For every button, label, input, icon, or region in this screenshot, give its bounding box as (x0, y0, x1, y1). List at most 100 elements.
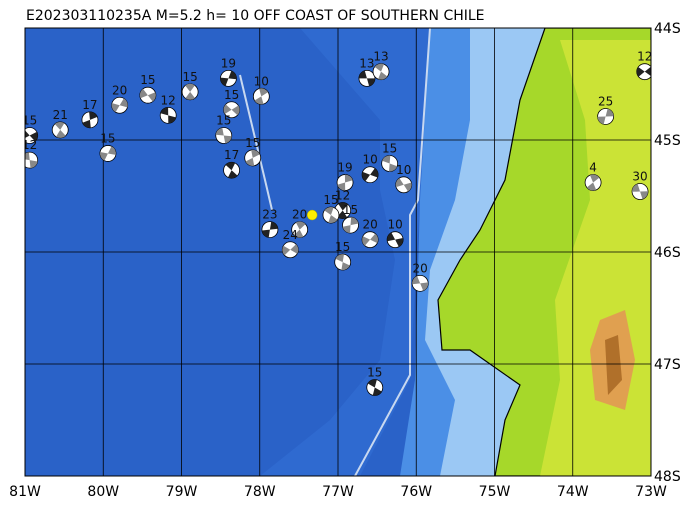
beachball-compression (367, 379, 382, 396)
depth-label: 24 (283, 228, 298, 242)
x-tick-label: 75W (479, 484, 511, 500)
focal-mechanism (139, 86, 157, 104)
beachball-compression (362, 233, 379, 246)
beachball-compression (262, 221, 278, 238)
beachball-compression (395, 178, 412, 192)
beachball-compression (362, 168, 379, 182)
y-tick-label: 48S (654, 469, 681, 485)
focal-mechanism (51, 121, 69, 139)
depth-label: 10 (396, 163, 411, 177)
x-tick-label: 77W (322, 484, 354, 500)
focal-mechanism (81, 111, 99, 129)
focal-mechanism (99, 145, 117, 162)
x-tick-label: 73W (635, 484, 667, 500)
beachball-compression (359, 70, 375, 87)
y-tick-label: 46S (654, 245, 681, 261)
beachball-compression (185, 83, 195, 100)
depth-label: 12 (637, 50, 652, 64)
focal-mechanism (261, 221, 279, 239)
map-title: E202303110235A M=5.2 h= 10 OFF COAST OF … (26, 8, 485, 24)
beachball-compression (139, 88, 156, 102)
beachball-compression (223, 104, 240, 116)
depth-label: 19 (221, 56, 236, 70)
peak (605, 335, 622, 395)
beachball-compression (382, 155, 398, 172)
depth-label: 12 (22, 138, 37, 152)
focal-mechanism (223, 101, 240, 119)
depth-label: 17 (82, 98, 97, 112)
beachball-compression (215, 127, 232, 144)
focal-mechanism (584, 174, 602, 191)
depth-label: 12 (161, 93, 176, 107)
depth-label: 15 (382, 142, 397, 156)
depth-label: 30 (632, 170, 647, 184)
depth-label: 15 (245, 136, 260, 150)
depth-label: 10 (387, 218, 402, 232)
beachball-compression (160, 107, 176, 124)
depth-label: 15 (343, 203, 358, 217)
depth-label: 15 (216, 114, 231, 128)
depth-label: 15 (140, 73, 155, 87)
focal-mechanism (252, 87, 270, 105)
focal-mechanism (25, 127, 39, 144)
beachball-compression (636, 66, 651, 77)
depth-label: 15 (367, 366, 382, 380)
depth-label: 13 (359, 56, 374, 70)
beachball-compression (220, 70, 237, 86)
depth-label: 4 (589, 161, 597, 175)
beachball-compression (374, 63, 388, 80)
focal-mechanism (281, 241, 299, 259)
focal-mechanism (411, 274, 429, 292)
beachball-compression (342, 217, 359, 234)
y-tick-label: 44S (654, 21, 681, 37)
focal-mechanism (159, 106, 177, 124)
depth-label: 20 (362, 218, 377, 232)
beachball-compression (586, 174, 600, 191)
depth-label: 10 (362, 153, 377, 167)
depth-label: 20 (112, 83, 127, 97)
focal-mechanism (342, 216, 359, 234)
beachball-compression (25, 130, 38, 142)
focal-mechanism (381, 155, 399, 172)
focal-mechanism (361, 166, 379, 184)
depth-label: 20 (413, 261, 428, 275)
beachball-compression (337, 202, 348, 219)
focal-mechanism (25, 151, 39, 169)
depth-label: 20 (292, 208, 307, 222)
beachball-compression (324, 207, 338, 224)
depth-label: 15 (182, 70, 197, 84)
beachball-compression (99, 146, 116, 161)
focal-mechanism (366, 379, 384, 396)
beachball-compression (245, 149, 260, 166)
depth-label: 21 (53, 108, 68, 122)
depth-label: 13 (373, 50, 388, 64)
x-tick-label: 74W (557, 484, 589, 500)
depth-label: 17 (224, 148, 239, 162)
y-tick-label: 45S (654, 133, 681, 149)
basemap: 1313101915151715151512211720151215191010… (22, 28, 652, 476)
focal-mechanism (336, 174, 354, 191)
focal-mechanism (358, 70, 376, 87)
beachball-compression (82, 111, 98, 128)
depth-label: 15 (224, 88, 239, 102)
plate-boundary (354, 28, 431, 476)
focal-mechanism (334, 253, 352, 271)
epicenter (306, 209, 318, 221)
depth-label: 15 (22, 114, 37, 128)
focal-mechanism (636, 63, 651, 81)
depth-label: 10 (254, 74, 269, 88)
beachball-compression (225, 162, 238, 179)
beachball-compression (387, 232, 404, 247)
focal-mechanism (291, 221, 309, 239)
focal-mechanism (386, 231, 404, 249)
focal-mechanism (597, 108, 615, 125)
depth-label: 12 (335, 189, 350, 203)
focal-mechanism (220, 70, 237, 87)
beachball-compression (335, 254, 350, 271)
focal-mechanism (181, 83, 199, 101)
depth-label: 25 (598, 94, 613, 108)
x-tick-label: 76W (400, 484, 432, 500)
beachball-compression (597, 108, 614, 125)
focal-mechanism (223, 161, 240, 179)
